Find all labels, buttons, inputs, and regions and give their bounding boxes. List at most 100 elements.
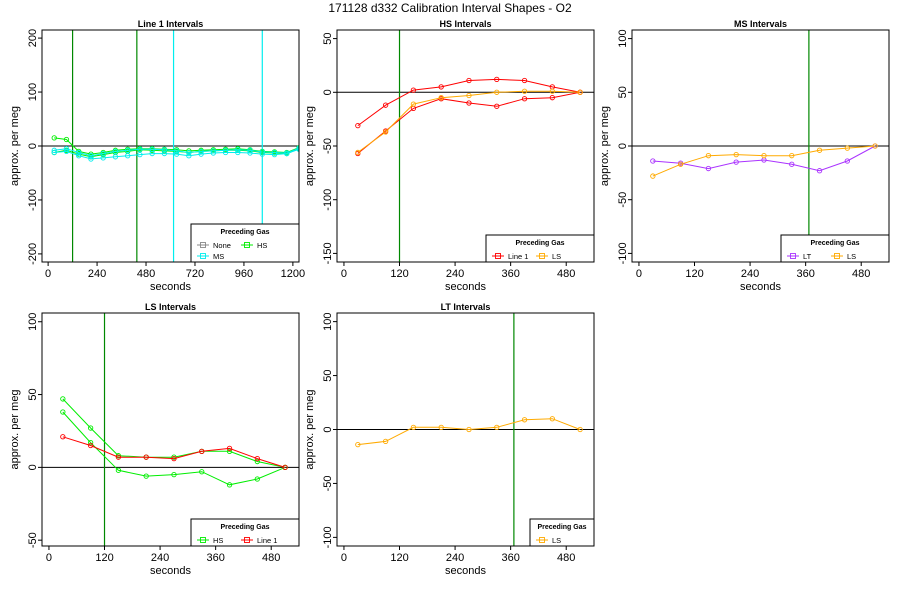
data-point xyxy=(872,143,878,149)
y-tick-label: 100 xyxy=(322,312,334,330)
data-point xyxy=(521,77,528,84)
data-point xyxy=(143,454,149,460)
data-point xyxy=(816,147,823,153)
y-axis-label: approx. per meg xyxy=(9,106,21,186)
series-line-ls xyxy=(652,145,876,177)
x-tick-label: 120 xyxy=(685,268,703,280)
data-point xyxy=(789,161,795,167)
data-point xyxy=(198,151,204,157)
x-axis-label: seconds xyxy=(150,565,191,577)
panel-title: HS Intervals xyxy=(439,19,491,29)
data-point xyxy=(705,153,712,159)
data-point xyxy=(271,151,278,158)
plot-frame xyxy=(41,312,300,547)
chart-panel-1: Line 1 Intervals 0 240 480 720 960 1200 -200 -10… xyxy=(9,19,305,293)
x-axis-label: seconds xyxy=(445,281,486,293)
data-point xyxy=(382,438,389,445)
page-title: 171128 d332 Calibration Interval Shapes … xyxy=(328,1,572,15)
data-point xyxy=(282,464,288,471)
data-point xyxy=(494,424,500,430)
data-point xyxy=(112,148,119,155)
plot-frame xyxy=(631,29,890,263)
series-line-lt xyxy=(652,145,876,172)
panel-title: LS Intervals xyxy=(145,302,196,312)
data-point xyxy=(63,146,70,152)
plot-area xyxy=(632,30,889,262)
data-point xyxy=(705,165,712,172)
y-axis-label: approx. per meg xyxy=(599,106,611,186)
x-tick-label: 240 xyxy=(88,268,106,280)
data-point xyxy=(161,150,168,157)
data-point xyxy=(173,148,180,154)
data-point xyxy=(816,168,823,174)
x-axis-label: seconds xyxy=(740,281,781,293)
series-line-line-1 xyxy=(62,436,286,468)
legend-entry-label: HS xyxy=(257,241,267,250)
data-point xyxy=(549,88,555,94)
x-tick-label: 480 xyxy=(137,268,155,280)
legend-swatch-marker xyxy=(790,253,796,259)
data-point xyxy=(549,95,555,101)
y-tick-label: 50 xyxy=(27,388,39,400)
y-tick-label: -100 xyxy=(322,189,334,211)
data-point xyxy=(226,482,233,488)
legend-title: Preceding Gas xyxy=(220,524,269,531)
data-point xyxy=(466,77,472,84)
data-point xyxy=(410,424,417,430)
x-tick-label: 120 xyxy=(390,552,408,564)
x-tick-label: 360 xyxy=(796,268,814,280)
y-tick-label: -100 xyxy=(322,526,334,548)
chart-panel-5: LT Intervals 0 120 240 360 480 -100 -50 0 50 100 se… xyxy=(304,302,595,577)
data-point xyxy=(254,455,260,462)
legend-entry-label: Line 1 xyxy=(508,252,528,261)
data-point xyxy=(549,416,555,422)
data-point xyxy=(789,153,795,159)
y-tick-label: -100 xyxy=(27,189,39,211)
legend: Preceding Gas Line 1 LS xyxy=(485,234,595,263)
data-point xyxy=(76,149,82,156)
x-tick-label: 480 xyxy=(557,268,575,280)
legend-title: Preceding Gas xyxy=(515,240,564,247)
data-point xyxy=(761,153,767,159)
y-tick-label: -150 xyxy=(322,242,334,264)
chart-panel-4: LS Intervals 0 120 240 360 480 -50 0 50 100 second… xyxy=(9,302,300,577)
data-point xyxy=(226,445,233,452)
legend-entry-label: None xyxy=(213,241,231,250)
plot-frame xyxy=(336,312,595,547)
plot-frame xyxy=(336,29,595,263)
plot-frame xyxy=(41,29,300,263)
data-point xyxy=(650,173,656,179)
data-point xyxy=(438,84,444,90)
legend-swatch-marker xyxy=(200,253,206,259)
data-point xyxy=(87,439,94,446)
legend-swatch-marker xyxy=(495,253,501,259)
data-point xyxy=(466,426,472,433)
legend-title: Preceding Gas xyxy=(537,524,586,531)
data-point xyxy=(677,161,684,167)
data-point xyxy=(733,151,739,158)
data-point xyxy=(115,467,122,473)
data-point xyxy=(87,425,94,431)
data-point xyxy=(137,146,143,152)
data-point xyxy=(51,149,57,156)
data-point xyxy=(137,151,143,158)
panel-title: Line 1 Intervals xyxy=(138,19,204,29)
x-tick-label: 360 xyxy=(206,552,224,564)
data-point xyxy=(112,154,119,160)
data-point xyxy=(143,473,149,479)
chart-panel-3: MS Intervals 0 120 240 360 480 -100 -50 0 50 100 se… xyxy=(599,19,890,293)
x-tick-label: 0 xyxy=(45,268,51,280)
data-point xyxy=(171,471,177,478)
x-tick-label: 360 xyxy=(501,552,519,564)
data-point xyxy=(171,455,177,462)
legend-entry-label: LS xyxy=(552,536,561,545)
data-point xyxy=(650,158,656,164)
data-point xyxy=(466,92,472,99)
data-point xyxy=(382,129,389,135)
y-tick-label: 0 xyxy=(27,143,39,149)
data-point xyxy=(161,147,168,153)
data-point xyxy=(410,87,417,93)
data-point xyxy=(186,148,192,154)
data-point xyxy=(222,149,229,156)
